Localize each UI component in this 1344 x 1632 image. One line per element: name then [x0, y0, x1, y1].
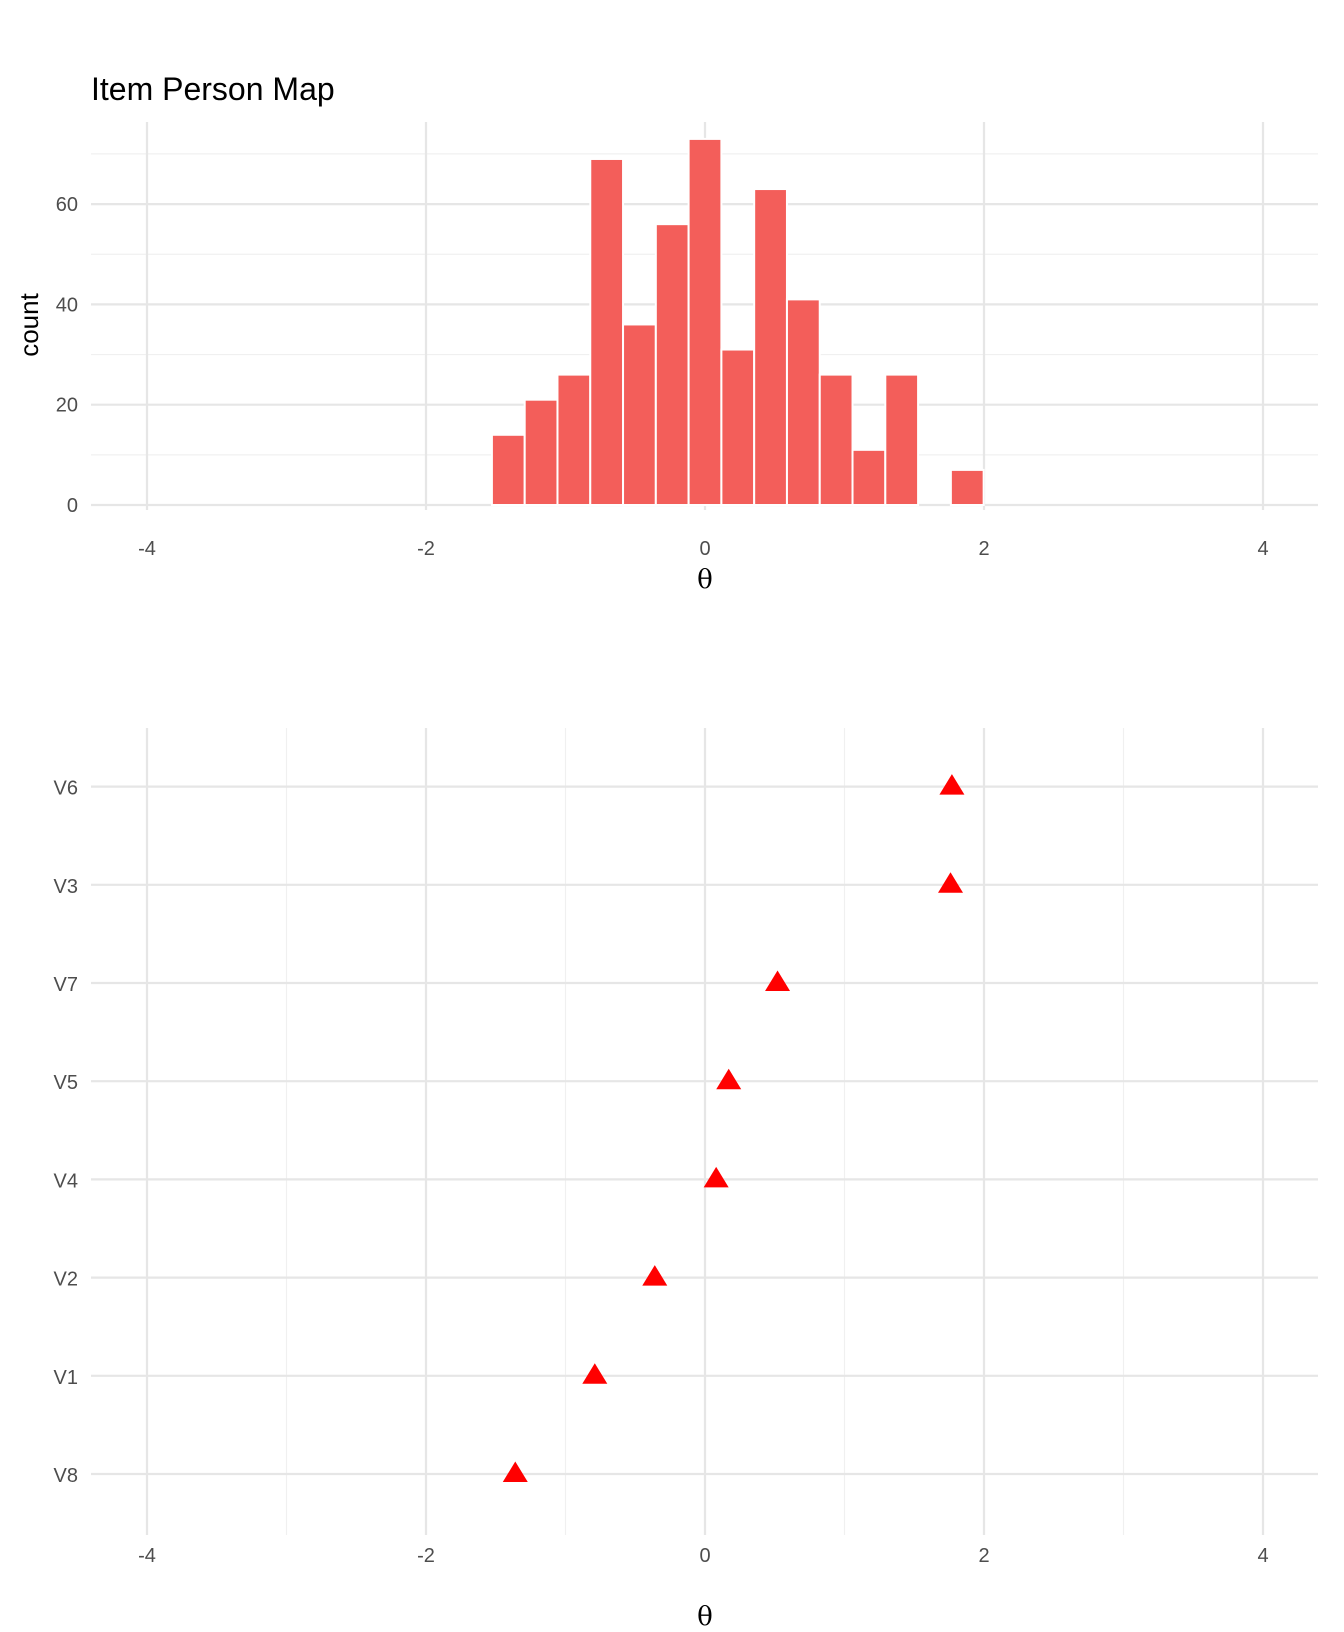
histogram-x-tick-label: 4 — [1257, 538, 1268, 560]
histogram-y-tick-label: 20 — [56, 395, 78, 417]
histogram-x-tick-label: -2 — [417, 538, 435, 560]
item-marker-v3 — [938, 872, 964, 893]
item-marker-v1 — [582, 1363, 608, 1384]
item-gridlines — [91, 728, 1318, 1535]
item-markers — [502, 774, 965, 1482]
histogram-x-axis-label: θ — [697, 565, 713, 595]
histogram-bar — [523, 398, 559, 506]
histogram-bar — [785, 298, 821, 507]
histogram-bars — [490, 137, 985, 507]
histogram-x-tick-label: -4 — [138, 538, 156, 560]
item-x-tick-labels: -4 -2 0 2 4 — [138, 1545, 1268, 1567]
histogram-bar — [589, 157, 625, 506]
histogram-x-tick-labels: -4 -2 0 2 4 — [138, 538, 1268, 560]
histogram-x-tick-label: 0 — [699, 538, 710, 560]
histogram-y-axis-label: count — [14, 292, 44, 356]
item-marker-v8 — [502, 1461, 528, 1482]
item-x-axis-label: θ — [697, 1602, 713, 1632]
histogram-bar — [851, 448, 887, 506]
histogram-bar — [622, 323, 657, 506]
histogram-x-tick-label: 2 — [978, 538, 989, 560]
item-y-tick-label: V4 — [54, 1170, 78, 1192]
item-marker-v7 — [765, 970, 791, 991]
item-x-tick-label: 4 — [1257, 1545, 1268, 1567]
histogram-bar — [949, 468, 985, 506]
item-x-tick-label: -2 — [417, 1545, 435, 1567]
chart-title: Item Person Map — [91, 71, 335, 107]
histogram-bar — [753, 188, 788, 506]
histogram-y-tick-labels: 0 20 40 60 — [56, 194, 78, 517]
histogram-bar — [556, 373, 592, 506]
item-y-tick-label: V3 — [54, 876, 78, 898]
item-y-tick-label: V1 — [54, 1367, 78, 1389]
item-marker-v6 — [939, 774, 965, 795]
histogram-bar — [490, 433, 526, 507]
item-x-tick-label: 0 — [699, 1545, 710, 1567]
item-y-tick-label: V2 — [54, 1269, 78, 1291]
item-location-panel: V8 V1 V2 V4 V5 V7 V3 V6 -4 -2 0 2 4 θ — [54, 728, 1318, 1632]
item-x-tick-label: 2 — [978, 1545, 989, 1567]
histogram-y-tick-label: 40 — [56, 294, 78, 316]
item-y-tick-label: V5 — [54, 1072, 78, 1094]
histogram-bar — [654, 223, 690, 506]
histogram-bar — [884, 373, 920, 506]
item-y-tick-labels: V8 V1 V2 V4 V5 V7 V3 V6 — [54, 778, 78, 1487]
item-marker-v4 — [703, 1166, 729, 1188]
item-marker-v5 — [716, 1068, 742, 1090]
item-x-tick-label: -4 — [138, 1545, 156, 1567]
histogram-y-tick-label: 0 — [67, 495, 78, 517]
histogram-panel: 0 20 40 60 -4 -2 0 2 4 θ count — [14, 122, 1318, 595]
histogram-bar — [818, 373, 854, 506]
item-y-tick-label: V6 — [54, 778, 78, 800]
histogram-y-tick-label: 60 — [56, 194, 78, 216]
histogram-bar — [687, 137, 723, 506]
item-marker-v2 — [642, 1265, 668, 1286]
item-y-tick-label: V8 — [54, 1465, 78, 1487]
histogram-bar — [720, 348, 756, 506]
item-y-tick-label: V7 — [54, 974, 78, 996]
